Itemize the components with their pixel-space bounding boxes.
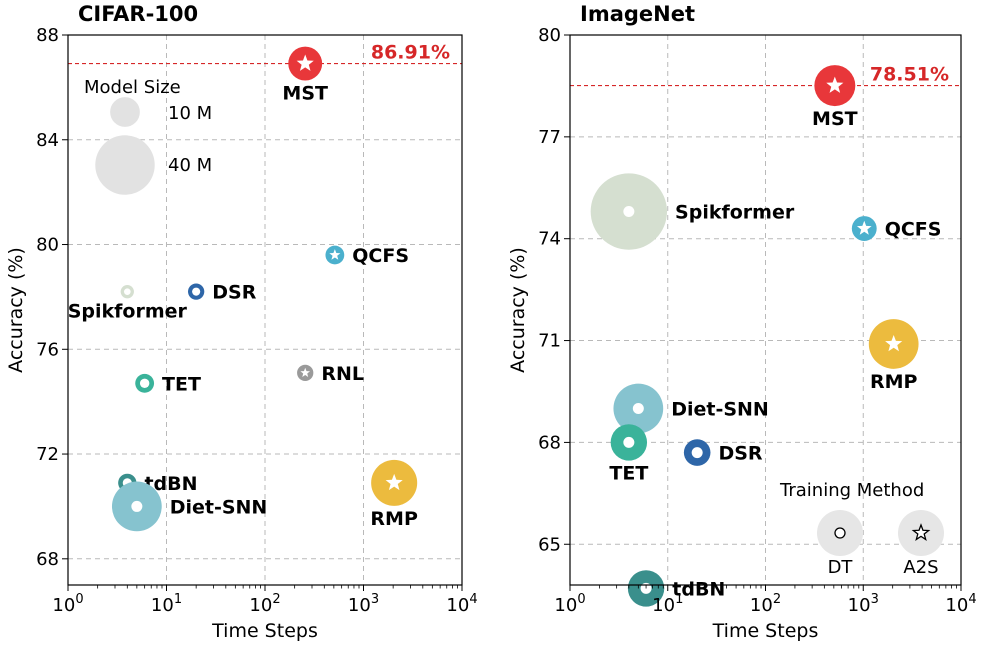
point-label: Diet-SNN	[671, 398, 769, 420]
legend-title: Model Size	[84, 77, 181, 98]
star-marker	[885, 334, 903, 352]
x-tick-base: 10	[945, 595, 968, 616]
dt-marker	[131, 500, 143, 512]
x-tick-base: 10	[151, 595, 174, 616]
dt-marker	[123, 288, 131, 295]
legend-label: DT	[828, 557, 854, 578]
point-label: tdBN	[672, 578, 725, 600]
y-tick-label: 84	[36, 130, 59, 151]
y-tick-label: 76	[36, 339, 59, 360]
x-axis-label: Time Steps	[211, 620, 318, 642]
chart-panel-0: Model Size 10 M 40 M MST QCFS DSR Spikformer RN…	[5, 2, 478, 642]
legend-dt-marker	[834, 527, 846, 539]
star-marker	[856, 220, 872, 235]
y-tick-label: 80	[36, 235, 59, 256]
point-label: RMP	[870, 371, 918, 393]
point-label: QCFS	[352, 245, 409, 267]
x-tick-label: 104	[446, 592, 477, 616]
legend-title: Training Method	[779, 480, 924, 501]
legend-label: 40 M	[168, 155, 212, 176]
x-tick-label: 102	[249, 592, 280, 616]
x-tick-exponent: 1	[675, 592, 683, 607]
x-tick-exponent: 3	[371, 592, 379, 607]
dt-marker	[632, 402, 644, 414]
legend-label: A2S	[903, 557, 938, 578]
x-tick-label: 103	[848, 592, 879, 616]
point-label: Spikformer	[675, 202, 795, 224]
point-label: MST	[812, 108, 858, 130]
y-tick-label: 71	[538, 331, 561, 352]
star-marker	[329, 249, 341, 260]
x-tick-exponent: 0	[577, 592, 585, 607]
y-tick-label: 77	[538, 127, 561, 148]
star-marker	[296, 54, 314, 71]
dt-marker	[192, 287, 201, 296]
x-tick-base: 10	[348, 595, 371, 616]
best-accuracy-label: 78.51%	[870, 64, 949, 86]
dt-marker	[139, 378, 150, 389]
chart-title: CIFAR-100	[78, 2, 198, 26]
point-label: RNL	[321, 363, 364, 385]
point-label: DSR	[718, 443, 762, 465]
x-axis-label: Time Steps	[712, 620, 819, 642]
x-tick-label: 103	[348, 592, 379, 616]
x-tick-label: 100	[52, 592, 83, 616]
legend-bubble-large	[95, 135, 155, 195]
x-tick-base: 10	[249, 595, 272, 616]
x-tick-exponent: 0	[75, 592, 83, 607]
star-marker	[300, 367, 311, 377]
point-label: TET	[162, 373, 201, 395]
chart-title: ImageNet	[580, 2, 695, 26]
x-tick-exponent: 1	[174, 592, 182, 607]
y-axis-label: Accuracy (%)	[5, 247, 27, 373]
point-label: Spikformer	[68, 300, 188, 322]
x-tick-label: 100	[554, 592, 585, 616]
point-label: MST	[282, 82, 328, 104]
x-tick-label: 102	[750, 592, 781, 616]
x-tick-base: 10	[750, 595, 773, 616]
y-tick-label: 88	[36, 25, 59, 46]
x-tick-label: 101	[652, 592, 683, 616]
dt-marker	[623, 436, 635, 448]
x-tick-base: 10	[446, 595, 469, 616]
point-label: Diet-SNN	[170, 496, 268, 518]
x-tick-base: 10	[652, 595, 675, 616]
point-label: TET	[609, 463, 648, 485]
point-label: DSR	[212, 282, 256, 304]
y-tick-label: 80	[538, 25, 561, 46]
y-tick-label: 68	[36, 549, 59, 570]
point-label: QCFS	[885, 219, 942, 241]
legend-label: 10 M	[168, 103, 212, 124]
point-label: tdBN	[144, 473, 197, 495]
x-tick-label: 104	[945, 592, 976, 616]
legend-a2s-marker	[911, 523, 931, 541]
chart-panel-1: Training Method DT A2S MST Spikformer QCFS RMP…	[507, 2, 977, 642]
y-tick-label: 68	[538, 432, 561, 453]
x-tick-base: 10	[848, 595, 871, 616]
dt-marker	[691, 447, 703, 459]
y-tick-label: 74	[538, 229, 561, 250]
x-tick-base: 10	[554, 595, 577, 616]
x-tick-exponent: 4	[968, 592, 976, 607]
y-tick-label: 65	[538, 534, 561, 555]
point-label: RMP	[370, 508, 418, 530]
star-marker	[826, 76, 844, 93]
x-tick-exponent: 2	[773, 592, 781, 607]
x-tick-exponent: 3	[871, 592, 879, 607]
x-tick-label: 101	[151, 592, 182, 616]
legend-bubble-small	[110, 97, 140, 127]
x-tick-base: 10	[52, 595, 75, 616]
y-axis-label: Accuracy (%)	[507, 247, 529, 373]
x-tick-exponent: 2	[272, 592, 280, 607]
dt-marker	[623, 206, 635, 218]
y-tick-label: 72	[36, 444, 59, 465]
star-marker	[385, 473, 403, 491]
x-tick-exponent: 4	[469, 592, 477, 607]
best-accuracy-label: 86.91%	[371, 42, 450, 64]
